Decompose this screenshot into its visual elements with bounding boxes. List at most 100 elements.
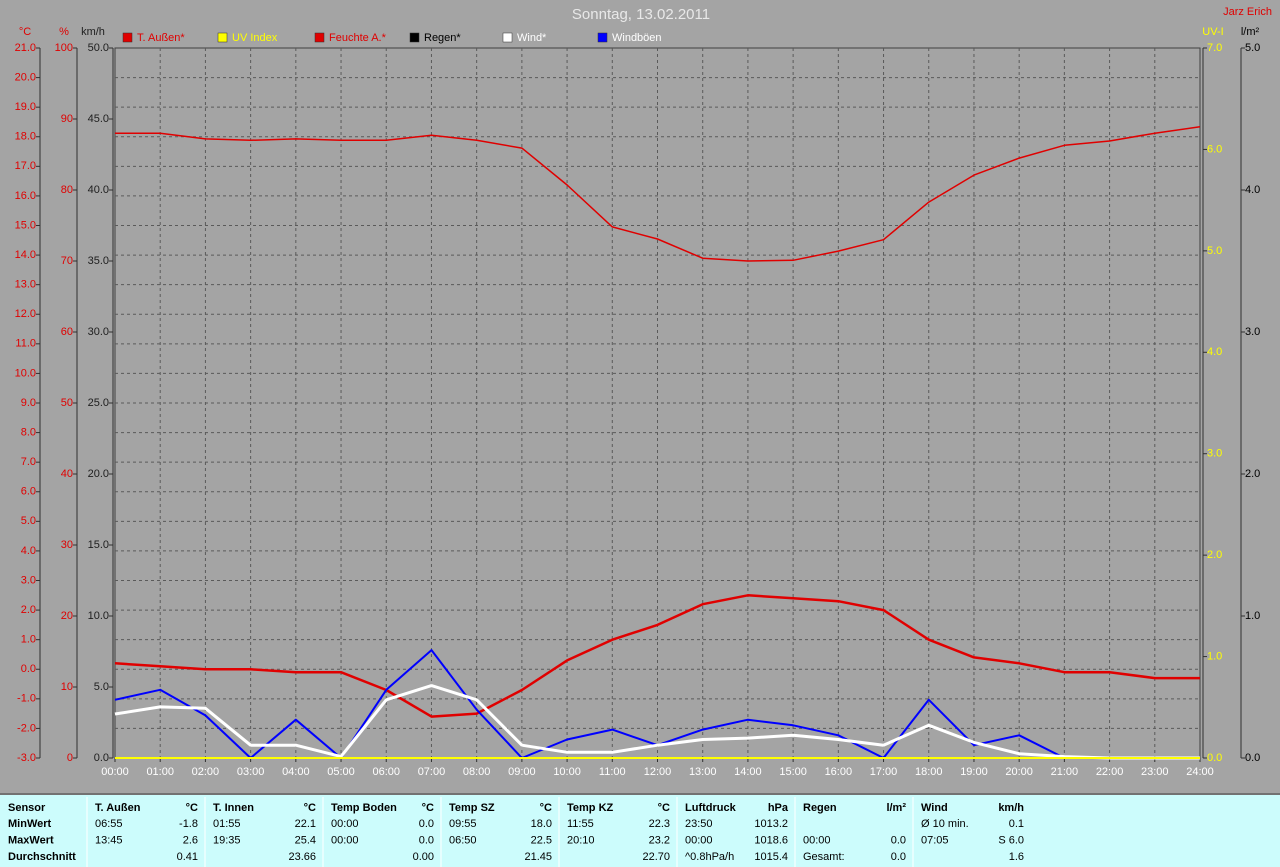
chart-title: Sonntag, 13.02.2011	[572, 6, 710, 23]
table-cell: T. Innen	[213, 802, 254, 814]
x-tick-label: 01:00	[146, 766, 174, 778]
legend-label: Regen*	[424, 32, 461, 44]
x-tick-label: 11:00	[599, 766, 626, 778]
x-tick-label: 22:00	[1096, 766, 1124, 778]
table-background	[0, 795, 1280, 867]
tick-label: 6.0	[21, 486, 36, 498]
axis-label: km/h	[81, 26, 105, 38]
tick-label: 25.0	[88, 397, 109, 409]
table-cell: 0.41	[177, 851, 198, 863]
tick-label: 19.0	[15, 101, 36, 113]
table-cell: 22.5	[531, 835, 552, 847]
tick-label: 18.0	[15, 131, 36, 143]
tick-label: 15.0	[88, 539, 109, 551]
table-cell: 11:55	[567, 818, 594, 830]
x-tick-label: 24:00	[1186, 766, 1214, 778]
tick-label: 20	[61, 610, 73, 622]
table-cell: 00:00	[803, 835, 831, 847]
x-tick-label: 05:00	[327, 766, 355, 778]
axis-label: l/m²	[1241, 26, 1260, 38]
legend-swatch	[122, 32, 133, 43]
tick-label: 3.0	[21, 574, 36, 586]
tick-label: 70	[61, 255, 73, 267]
table-cell: Gesamt:	[803, 851, 845, 863]
table-cell: Temp Boden	[331, 802, 397, 814]
author: Jarz Erich	[1223, 6, 1272, 18]
table-cell: 22.70	[642, 851, 670, 863]
axis-label: %	[59, 26, 69, 38]
tick-label: 0	[67, 752, 73, 764]
table-cell: 06:50	[449, 835, 477, 847]
table-cell: 00:00	[685, 835, 713, 847]
table-cell: 1015.4	[754, 851, 788, 863]
tick-label: 5.0	[21, 515, 36, 527]
tick-label: 20.0	[15, 71, 36, 83]
tick-label: -3.0	[17, 752, 36, 764]
legend-label: Feuchte A.*	[329, 32, 387, 44]
table-cell: 21.45	[524, 851, 552, 863]
legend-label: Wind*	[517, 32, 547, 44]
table-cell: 23:50	[685, 818, 713, 830]
tick-label: 5.0	[94, 681, 109, 693]
x-tick-label: 04:00	[282, 766, 310, 778]
legend-swatch	[409, 32, 420, 43]
tick-label: -1.0	[17, 693, 36, 705]
tick-label: 15.0	[15, 219, 36, 231]
legend-swatch	[217, 32, 228, 43]
table-cell: °C	[422, 802, 434, 814]
legend-swatch	[314, 32, 325, 43]
table-cell: 1.6	[1009, 851, 1024, 863]
tick-label: 0.0	[94, 752, 109, 764]
tick-label: 21.0	[15, 42, 36, 54]
legend-label: UV Index	[232, 32, 278, 44]
tick-label: 8.0	[21, 426, 36, 438]
tick-label: 20.0	[88, 468, 109, 480]
table-cell: MaxWert	[8, 835, 54, 847]
tick-label: 0.0	[21, 663, 36, 675]
table-cell: °C	[304, 802, 316, 814]
tick-label: 2.0	[21, 604, 36, 616]
tick-label: 0.0	[1207, 752, 1222, 764]
table-cell: 07:05	[921, 835, 949, 847]
tick-label: 50	[61, 397, 73, 409]
table-cell: °C	[658, 802, 670, 814]
table-cell: 1013.2	[754, 818, 788, 830]
table-cell: 0.0	[419, 818, 434, 830]
tick-label: 9.0	[21, 397, 36, 409]
tick-label: 1.0	[1245, 610, 1260, 622]
x-tick-label: 07:00	[418, 766, 446, 778]
table-cell: 09:55	[449, 818, 477, 830]
table-cell: °C	[186, 802, 198, 814]
x-tick-label: 00:00	[101, 766, 129, 778]
tick-label: 7.0	[1207, 42, 1222, 54]
tick-label: 2.0	[1207, 549, 1222, 561]
tick-label: 14.0	[15, 249, 36, 261]
tick-label: 1.0	[1207, 650, 1222, 662]
x-tick-label: 17:00	[870, 766, 898, 778]
table-cell: hPa	[768, 802, 789, 814]
table-cell: 0.0	[891, 851, 906, 863]
table-cell: Temp KZ	[567, 802, 614, 814]
table-cell: 19:35	[213, 835, 241, 847]
tick-label: 4.0	[1207, 346, 1222, 358]
table-cell: °C	[540, 802, 552, 814]
table-cell: 1018.6	[754, 835, 788, 847]
background	[0, 0, 1280, 795]
table-cell: Temp SZ	[449, 802, 495, 814]
tick-label: -2.0	[17, 722, 36, 734]
tick-label: 13.0	[15, 279, 36, 291]
tick-label: 3.0	[1245, 326, 1260, 338]
x-tick-label: 15:00	[779, 766, 807, 778]
tick-label: 10.0	[15, 367, 36, 379]
tick-label: 30.0	[88, 326, 109, 338]
table-cell: 13:45	[95, 835, 123, 847]
legend-label: Windböen	[612, 32, 662, 44]
tick-label: 16.0	[15, 190, 36, 202]
table-cell: T. Außen	[95, 802, 141, 814]
table-cell: 23.2	[649, 835, 670, 847]
tick-label: 35.0	[88, 255, 109, 267]
tick-label: 2.0	[1245, 468, 1260, 480]
x-tick-label: 23:00	[1141, 766, 1169, 778]
legend-swatch	[502, 32, 513, 43]
